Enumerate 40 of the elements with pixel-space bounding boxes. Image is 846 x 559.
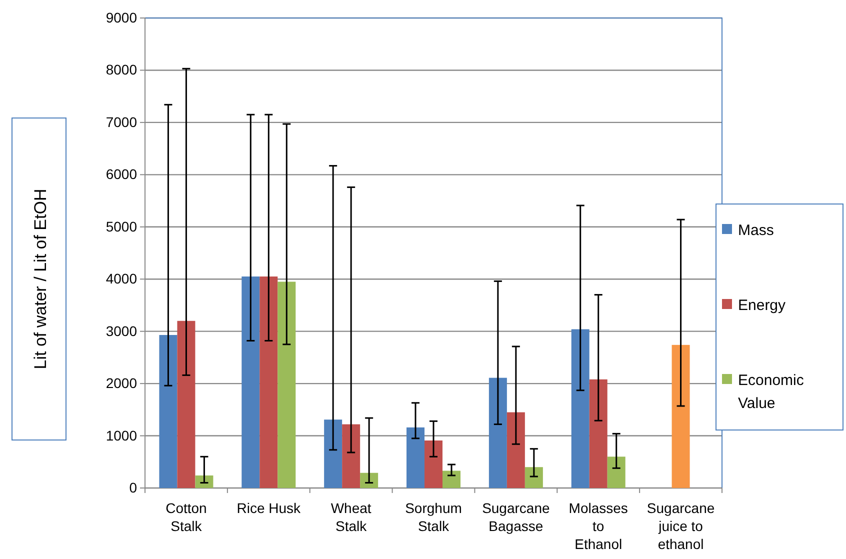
y-axis-title: Lit of water / Lit of EtOH [31, 188, 50, 370]
y-tick-label: 9000 [106, 9, 138, 26]
x-tick-label: Cotton Stalk [166, 500, 207, 534]
y-tick-label: 0 [129, 479, 138, 496]
legend-label: Economic Value [738, 372, 804, 412]
y-tick-label: 5000 [106, 218, 138, 234]
y-tick-label: 4000 [106, 270, 138, 287]
bar [177, 320, 196, 488]
x-tick-label: Sorghum Stalk [405, 500, 462, 534]
x-tick-label: Sugarcane juice to ethanol [646, 500, 715, 552]
x-tick-label: Rice Husk [236, 500, 302, 516]
bar [488, 378, 507, 488]
bar [242, 276, 260, 488]
x-tick-label: Molasses to Ethanol [568, 500, 628, 552]
y-tick-label: 1000 [106, 427, 138, 444]
legend-label: Mass [738, 222, 774, 239]
bar [360, 472, 378, 488]
bar [607, 456, 626, 488]
y-tick-label: 2000 [106, 375, 138, 392]
bar [195, 475, 214, 488]
bar [342, 424, 360, 488]
x-tick-label: Sugarcane Bagasse [482, 500, 550, 534]
bar [524, 467, 543, 488]
x-tick-label: Wheat Stalk [330, 500, 372, 534]
bar [260, 276, 278, 488]
bar [424, 440, 442, 488]
y-tick-label: 6000 [106, 166, 138, 182]
bar [324, 420, 342, 488]
y-tick-label: 8000 [106, 62, 138, 78]
bar [442, 470, 460, 488]
legend-label: Energy [738, 297, 786, 314]
bar [278, 282, 296, 488]
bar [506, 412, 525, 488]
y-tick-label: 7000 [106, 114, 138, 130]
y-tick-label: 3000 [106, 322, 138, 339]
bar [159, 334, 178, 488]
bar [672, 344, 690, 488]
bar [406, 427, 424, 488]
bar [571, 329, 590, 488]
bar [589, 379, 608, 488]
